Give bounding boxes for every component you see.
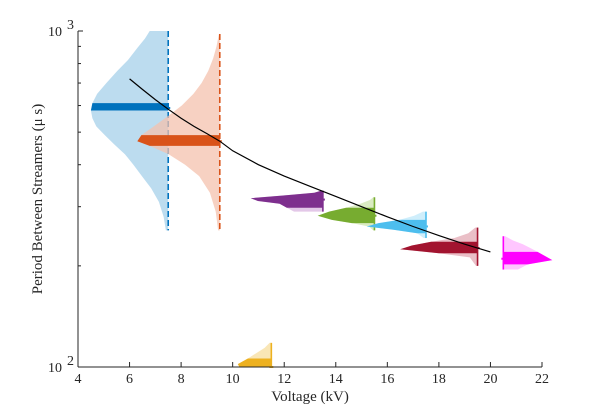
x-tick-label: 18 — [432, 372, 446, 387]
x-tick-label: 4 — [75, 372, 82, 387]
distribution-median-band — [317, 207, 375, 224]
distribution-median-band — [400, 241, 478, 254]
y-tick-labels: 10 2 10 3 — [48, 18, 74, 376]
distribution-median-band — [503, 251, 553, 265]
x-tick-label: 6 — [126, 372, 133, 387]
distribution-median-band — [366, 219, 426, 234]
distribution-median-band — [90, 103, 169, 111]
distribution-area — [137, 33, 220, 231]
fit-line — [129, 78, 491, 253]
distribution-11.5kV — [237, 342, 274, 368]
distributions-layer — [90, 31, 553, 368]
distribution-median-band — [250, 190, 323, 208]
distribution-20.5kV — [501, 236, 553, 270]
x-tick-labels: 4 6 8 10 12 14 16 18 20 22 — [75, 372, 550, 387]
x-tick-label: 22 — [535, 372, 549, 387]
x-tick-label: 12 — [277, 372, 291, 387]
axes — [77, 30, 543, 368]
distribution-17.5kV — [366, 211, 428, 239]
y-axis-label: Period Between Streamers (μ s) — [30, 104, 46, 295]
x-tick-label: 16 — [380, 372, 394, 387]
distribution-15.5kV — [317, 197, 377, 231]
x-tick-label: 20 — [483, 372, 497, 387]
x-tick-label: 14 — [329, 372, 343, 387]
y-tick-exponent: 2 — [67, 354, 74, 369]
x-tick-label: 10 — [226, 372, 240, 387]
distribution-median-band — [237, 358, 272, 367]
x-axis-label: Voltage (kV) — [271, 389, 349, 405]
distribution-area — [90, 31, 169, 231]
distribution-13.5kV — [250, 190, 325, 212]
distribution-19.5kV — [400, 227, 480, 266]
y-tick-label: 10 — [48, 361, 62, 376]
y-tick-exponent: 3 — [67, 18, 74, 33]
y-tick-label: 10 — [48, 25, 62, 40]
x-tick-label: 8 — [178, 372, 185, 387]
distribution-median-band — [137, 135, 220, 146]
